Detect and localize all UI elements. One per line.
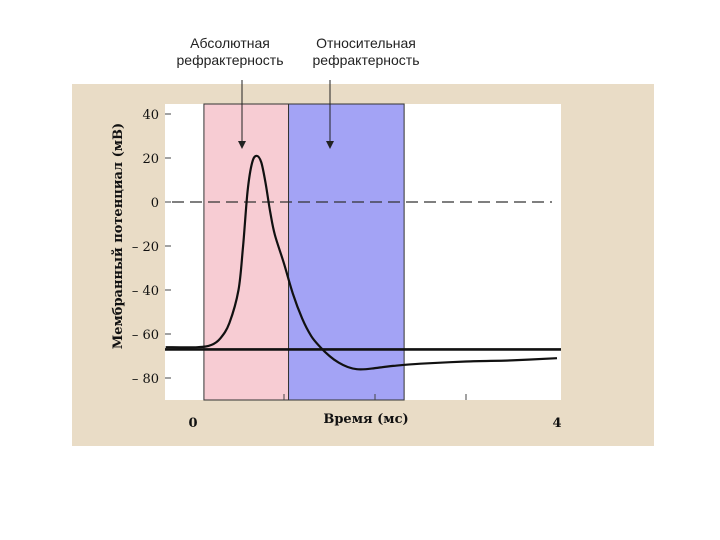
- y-axis-label: Мембранный потенциал (мВ): [111, 123, 126, 349]
- absolute-refractory-line2: рефрактерность: [176, 52, 284, 68]
- absolute-refractory-label: Абсолютная рефрактерность: [160, 35, 300, 69]
- refractory-region-absolute: [203, 103, 290, 401]
- refractory-region-relative: [288, 103, 405, 401]
- relative-refractory-line2: рефрактерность: [312, 52, 420, 68]
- relative-refractory-label: Относительная рефрактерность: [300, 35, 432, 69]
- absolute-refractory-line1: Абсолютная: [190, 35, 270, 51]
- x-axis-label: Время (мс): [323, 412, 408, 427]
- membrane-potential-line: [165, 154, 558, 371]
- y-tick-label: 20: [142, 152, 159, 167]
- y-tick-label: – 40: [132, 284, 159, 299]
- y-tick-label: – 20: [132, 240, 159, 255]
- y-tick-label: – 80: [132, 372, 159, 387]
- x-tick-label: 0: [188, 416, 197, 431]
- relative-refractory-line1: Относительная: [316, 35, 416, 51]
- y-tick-label: – 60: [132, 328, 159, 343]
- y-tick-label: 0: [151, 196, 159, 211]
- y-tick-label: 40: [142, 108, 159, 123]
- x-tick-label: 4: [552, 416, 561, 431]
